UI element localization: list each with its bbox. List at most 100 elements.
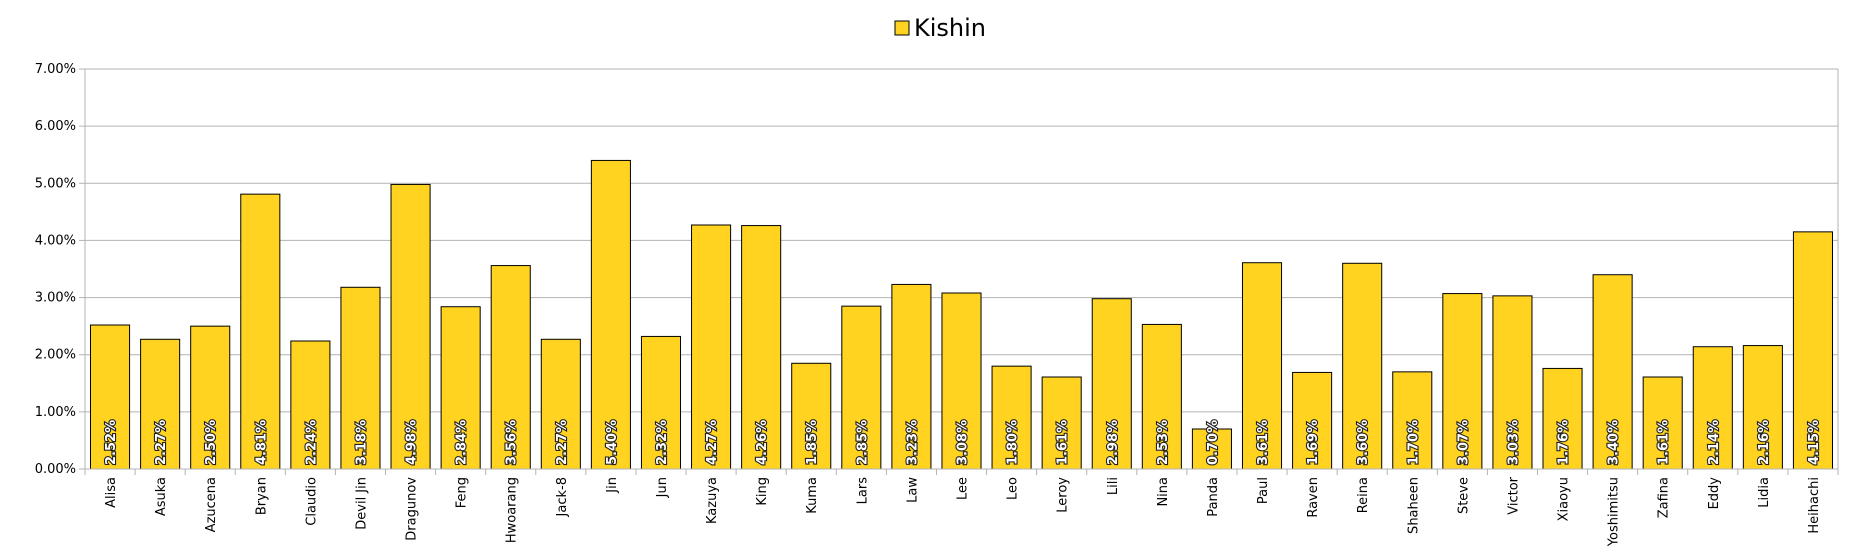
- y-tick-label: 3.00%: [35, 291, 76, 306]
- bar: [190, 325, 231, 470]
- x-tick-label: Paul: [1256, 477, 1271, 504]
- bar: [1342, 262, 1383, 470]
- x-tick-label: Yoshimitsu: [1607, 477, 1622, 547]
- bar: [1191, 428, 1232, 470]
- x-tick-label: Leroy: [1056, 477, 1071, 513]
- data-label: 4.81%: [254, 420, 269, 465]
- x-tick-label: Shaheen: [1406, 477, 1421, 534]
- x-tick-label: Dragunov: [405, 477, 420, 541]
- bar: [440, 306, 481, 470]
- y-tick-label: 5.00%: [35, 176, 76, 191]
- bar: [90, 324, 131, 470]
- x-tick-label: King: [755, 477, 770, 506]
- bar: [1091, 298, 1132, 470]
- x-tick-label: Jack-8: [555, 477, 570, 517]
- x-tick-label: Alisa: [104, 477, 119, 508]
- x-tick-label: Eddy: [1707, 477, 1722, 510]
- x-tick-label: Kazuya: [705, 477, 720, 524]
- data-label: 3.23%: [905, 420, 920, 465]
- data-label: 3.07%: [1456, 420, 1471, 465]
- x-tick-label: Xiaoyu: [1557, 477, 1572, 521]
- data-label: 1.80%: [1006, 420, 1021, 465]
- bar: [991, 365, 1032, 470]
- data-label: 3.08%: [956, 420, 971, 465]
- y-tick-label: 1.00%: [35, 405, 76, 420]
- data-label: 4.15%: [1807, 420, 1822, 465]
- data-label: 4.26%: [755, 420, 770, 465]
- data-label: 1.61%: [1657, 420, 1672, 465]
- x-tick-label: Hwoarang: [505, 477, 520, 543]
- bar: [1442, 293, 1483, 470]
- data-label: 2.24%: [304, 420, 319, 465]
- data-label: 2.53%: [1156, 420, 1171, 465]
- data-label: 2.16%: [1757, 420, 1772, 465]
- x-tick-label: Lee: [956, 477, 971, 500]
- bar: [1041, 376, 1082, 470]
- bar: [1742, 345, 1783, 470]
- data-label: 2.14%: [1707, 420, 1722, 465]
- data-label: 1.61%: [1056, 420, 1071, 465]
- x-tick-label: Devil Jin: [354, 477, 369, 530]
- y-tick-label: 6.00%: [35, 119, 76, 134]
- data-labels: 2.52% 2.27% 2.50% 4.81% 2.24% 3.18% 4.98% 2.84%…: [103, 419, 1823, 466]
- data-label: 0.70%: [1206, 420, 1221, 465]
- x-tick-label: Asuka: [154, 477, 169, 516]
- x-tick-label: Zafina: [1657, 477, 1672, 518]
- y-tick-label: 0.00%: [35, 462, 76, 477]
- y-axis: 0.00% 1.00% 2.00% 3.00% 4.00% 5.00% 6.00% 7.00%: [35, 62, 1839, 477]
- y-tick-label: 7.00%: [35, 62, 76, 77]
- bar: [891, 283, 932, 470]
- data-label: 2.27%: [555, 420, 570, 465]
- x-tick-label: Azucena: [204, 477, 219, 532]
- legend-swatch: [894, 20, 910, 36]
- bar: [1241, 262, 1283, 470]
- x-tick-label: Law: [905, 477, 920, 503]
- legend: Kishin: [894, 14, 986, 42]
- bar: [791, 362, 832, 470]
- bar: [290, 340, 331, 470]
- bar: [240, 193, 281, 470]
- x-tick-label: Raven: [1306, 477, 1321, 518]
- data-label: 2.98%: [1106, 420, 1121, 465]
- bar: [140, 338, 181, 470]
- bar: [1792, 231, 1833, 470]
- data-label: 1.70%: [1406, 420, 1421, 465]
- x-tick-label: Lili: [1106, 477, 1121, 495]
- x-tick-label: Jun: [655, 477, 670, 498]
- data-label: 3.40%: [1607, 420, 1622, 465]
- x-tick-label: Heihachi: [1807, 477, 1822, 534]
- x-tick-label: Feng: [455, 477, 470, 508]
- y-tick-label: 4.00%: [35, 233, 76, 248]
- bar: [1642, 376, 1683, 470]
- legend-label: Kishin: [914, 14, 986, 42]
- data-label: 2.84%: [455, 420, 470, 465]
- x-tick-label: Claudio: [304, 477, 319, 526]
- y-tick-label: 2.00%: [35, 348, 76, 363]
- x-tick-label: Nina: [1156, 477, 1171, 507]
- data-label: 3.56%: [505, 420, 520, 465]
- x-tick-label: Bryan: [254, 477, 269, 515]
- x-tick-label: Leo: [1006, 477, 1021, 500]
- data-label: 3.61%: [1256, 420, 1271, 465]
- bars: [90, 159, 1833, 470]
- x-tick-label: Kuma: [805, 477, 820, 514]
- data-label: 1.69%: [1306, 420, 1321, 465]
- bar: [941, 292, 982, 470]
- bar: [1392, 371, 1433, 470]
- data-label: 4.27%: [705, 420, 720, 465]
- bar: [640, 335, 682, 470]
- data-label: 4.98%: [405, 420, 420, 465]
- data-label: 3.18%: [354, 420, 369, 465]
- bar: [1492, 295, 1533, 470]
- x-tick-label: Lars: [855, 477, 870, 505]
- data-label: 2.85%: [855, 420, 870, 465]
- bar: [1592, 274, 1633, 470]
- x-axis: Alisa Asuka Azucena Bryan Claudio Devil Jin Dr…: [84, 468, 1839, 547]
- data-label: 3.60%: [1356, 420, 1371, 465]
- bar: [1292, 371, 1333, 470]
- bar: [1141, 323, 1182, 470]
- x-tick-label: Lidia: [1757, 477, 1772, 508]
- data-label: 1.76%: [1557, 420, 1572, 465]
- bar: [590, 159, 631, 470]
